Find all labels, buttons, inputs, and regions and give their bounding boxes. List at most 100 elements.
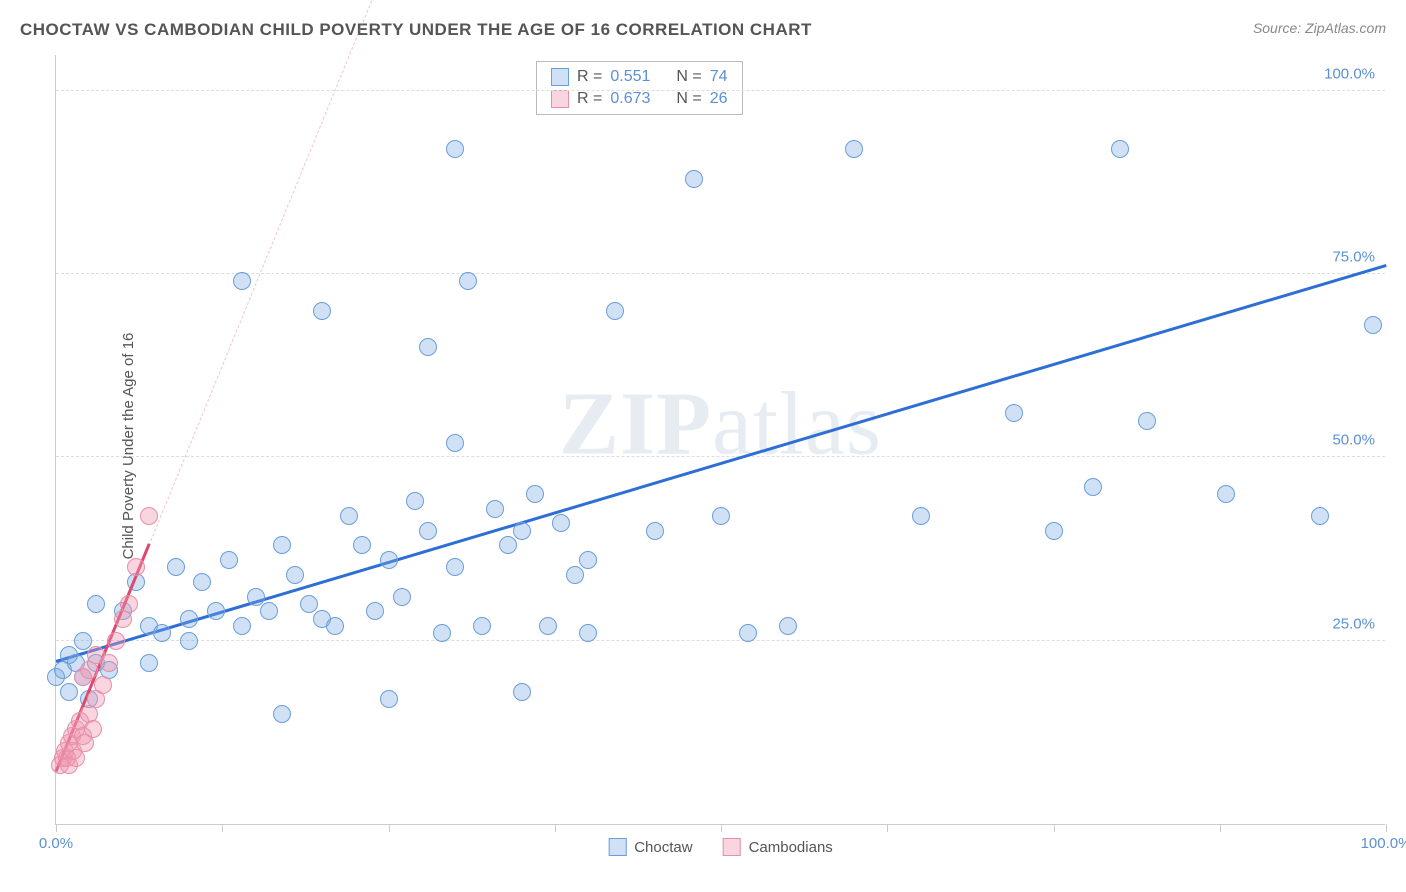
x-tick: [555, 824, 556, 832]
data-point: [380, 690, 398, 708]
legend-swatch: [723, 838, 741, 856]
legend-stat-row: R = 0.673 N = 26: [537, 88, 742, 110]
data-point: [513, 683, 531, 701]
data-point: [1005, 404, 1023, 422]
data-point: [380, 551, 398, 569]
data-point: [845, 140, 863, 158]
data-point: [486, 500, 504, 518]
data-point: [326, 617, 344, 635]
data-point: [912, 507, 930, 525]
data-point: [406, 492, 424, 510]
data-point: [685, 170, 703, 188]
data-point: [340, 507, 358, 525]
watermark: ZIPatlas: [559, 373, 882, 476]
plot-area: ZIPatlas R =0.551N =74R =0.673N =26 Choc…: [55, 55, 1385, 825]
data-point: [220, 551, 238, 569]
legend-swatch: [608, 838, 626, 856]
y-tick-label: 25.0%: [1332, 615, 1375, 632]
data-point: [393, 588, 411, 606]
data-point: [1217, 485, 1235, 503]
legend-n-label: N =: [676, 90, 701, 108]
data-point: [446, 434, 464, 452]
chart-header: CHOCTAW VS CAMBODIAN CHILD POVERTY UNDER…: [20, 20, 1386, 40]
data-point: [459, 272, 477, 290]
x-tick-label: 0.0%: [39, 835, 73, 852]
data-point: [499, 536, 517, 554]
data-point: [94, 676, 112, 694]
data-point: [207, 602, 225, 620]
data-point: [353, 536, 371, 554]
legend-stat-row: R =0.551N =74: [537, 66, 742, 88]
data-point: [180, 632, 198, 650]
data-point: [1045, 522, 1063, 540]
data-point: [120, 595, 138, 613]
data-point: [539, 617, 557, 635]
data-point: [313, 302, 331, 320]
y-tick-label: 100.0%: [1324, 65, 1375, 82]
y-tick-label: 50.0%: [1332, 432, 1375, 449]
data-point: [300, 595, 318, 613]
legend-stats: R =0.551N =74R =0.673N =26: [536, 61, 743, 115]
data-point: [193, 573, 211, 591]
data-point: [579, 551, 597, 569]
data-point: [233, 617, 251, 635]
x-tick: [389, 824, 390, 832]
x-tick: [1220, 824, 1221, 832]
y-tick-label: 75.0%: [1332, 249, 1375, 266]
gridline-h: [56, 90, 1385, 91]
data-point: [779, 617, 797, 635]
data-point: [87, 595, 105, 613]
x-tick: [721, 824, 722, 832]
data-point: [273, 536, 291, 554]
data-point: [526, 485, 544, 503]
gridline-h: [56, 456, 1385, 457]
data-point: [419, 338, 437, 356]
data-point: [1111, 140, 1129, 158]
data-point: [60, 683, 78, 701]
data-point: [606, 302, 624, 320]
data-point: [247, 588, 265, 606]
data-point: [167, 558, 185, 576]
legend-series: Choctaw Cambodians: [608, 838, 833, 856]
data-point: [107, 632, 125, 650]
gridline-h: [56, 273, 1385, 274]
legend-item: Cambodians: [723, 838, 833, 856]
legend-swatch: [551, 90, 569, 108]
data-point: [712, 507, 730, 525]
data-point: [153, 624, 171, 642]
chart-source: Source: ZipAtlas.com: [1253, 20, 1386, 36]
legend-r-value: 0.551: [610, 68, 650, 86]
legend-swatch: [551, 68, 569, 86]
gridline-h: [56, 640, 1385, 641]
data-point: [84, 720, 102, 738]
legend-label: Cambodians: [749, 839, 833, 856]
data-point: [566, 566, 584, 584]
legend-r-label: R =: [577, 90, 602, 108]
data-point: [419, 522, 437, 540]
legend-r-value: 0.673: [610, 90, 650, 108]
data-point: [273, 705, 291, 723]
legend-item: Choctaw: [608, 838, 692, 856]
data-point: [180, 610, 198, 628]
legend-n-label: N =: [676, 68, 701, 86]
data-point: [74, 632, 92, 650]
data-point: [366, 602, 384, 620]
data-point: [233, 272, 251, 290]
data-point: [140, 654, 158, 672]
data-point: [739, 624, 757, 642]
data-point: [100, 654, 118, 672]
data-point: [1364, 316, 1382, 334]
data-point: [286, 566, 304, 584]
chart-title: CHOCTAW VS CAMBODIAN CHILD POVERTY UNDER…: [20, 20, 812, 40]
data-point: [1084, 478, 1102, 496]
data-point: [433, 624, 451, 642]
legend-n-value: 26: [710, 90, 728, 108]
x-tick-label: 100.0%: [1361, 835, 1406, 852]
data-point: [446, 558, 464, 576]
data-point: [579, 624, 597, 642]
data-point: [646, 522, 664, 540]
data-point: [1138, 412, 1156, 430]
x-tick: [1386, 824, 1387, 832]
data-point: [552, 514, 570, 532]
x-tick: [1054, 824, 1055, 832]
